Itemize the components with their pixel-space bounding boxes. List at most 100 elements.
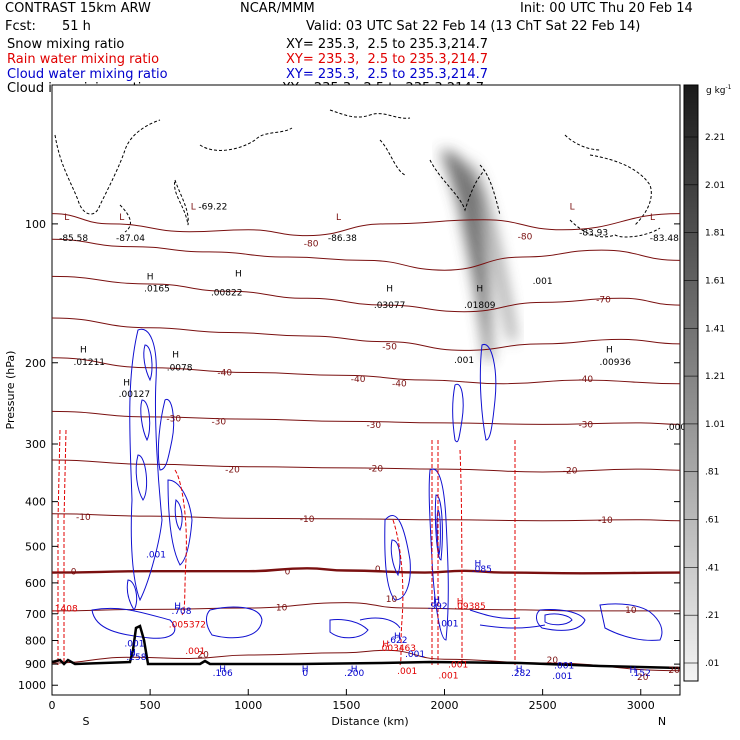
contour-label: .1408: [52, 605, 78, 615]
contour-label: .152: [631, 669, 651, 679]
colorbar-level: 2.21: [705, 133, 725, 143]
y-tick-label: 100: [25, 218, 46, 231]
contour-label: H: [351, 665, 358, 675]
contour-label: -40: [351, 375, 366, 385]
cloud-ice-contours: [54, 109, 661, 238]
contour-label: 20: [197, 650, 209, 660]
forecast-label: Fcst:: [5, 19, 36, 34]
snow-shading: [440, 150, 516, 360]
y-tick-label: 400: [25, 496, 46, 509]
contour-label: -80: [304, 240, 319, 250]
y-tick-label: 1000: [18, 679, 46, 692]
contour-label: .005372: [169, 621, 206, 631]
x-tick-label: 500: [140, 699, 161, 712]
x-tick-label: 1500: [332, 699, 360, 712]
colorbar-unit-base: g kg: [706, 86, 726, 96]
contour-label: 0: [285, 568, 291, 578]
contour-label: -86.38: [328, 234, 357, 244]
colorbar-level: .01: [705, 659, 719, 669]
contour-label: H: [382, 640, 389, 650]
x-tick-label: 0: [49, 699, 56, 712]
colorbar-level: 2.01: [705, 181, 725, 191]
contour-label: -80: [518, 232, 533, 242]
contour-label: .001: [448, 660, 468, 670]
legend-snow-name: Snow mixing ratio: [7, 37, 125, 52]
contour-label: H: [302, 665, 309, 675]
contour-label: 0: [375, 565, 381, 575]
contour-label: -20: [563, 467, 578, 477]
contour-labels: L-85.58L-87.04L -69.22L-86.38L-83.93L-83.…: [52, 202, 686, 683]
contour-label: .001: [554, 662, 574, 672]
temperature-contour: [52, 213, 680, 237]
contour-label: H: [606, 346, 613, 356]
x-tick-label: 2500: [529, 699, 557, 712]
colorbar-level: 1.21: [705, 372, 725, 382]
contour-label: .001: [438, 620, 458, 630]
contour-label: -83.48: [650, 234, 679, 244]
contour-label: -10: [598, 516, 613, 526]
contour-label: -50: [382, 342, 397, 352]
colorbar-level: .41: [705, 563, 719, 573]
contour-label: 10: [276, 603, 288, 613]
contour-label: .003463: [379, 644, 416, 654]
colorbar-level: 1.81: [705, 229, 725, 239]
contour-label: .001: [146, 550, 166, 560]
colorbar-unit-exp: -1: [726, 84, 732, 91]
temperature-contour: [52, 567, 680, 575]
contour-label: L: [650, 213, 655, 223]
colorbar-level: .81: [705, 468, 719, 478]
temperature-contour: [52, 357, 680, 385]
contour-label: -69.22: [198, 202, 227, 212]
contour-label: .09385: [454, 602, 486, 612]
contour-label: H: [476, 284, 483, 294]
contour-label: .0165: [144, 284, 170, 294]
temperature-contour: [52, 275, 680, 313]
y-tick-label: 800: [25, 635, 46, 648]
colorbar-unit: g kg-1: [706, 84, 732, 96]
contour-label: H: [516, 665, 523, 675]
contour-label: 20: [547, 656, 559, 666]
contour-label: L: [336, 213, 341, 223]
y-tick-label: 300: [25, 438, 46, 451]
x-tick-label: 2000: [431, 699, 459, 712]
contour-label: H: [235, 269, 242, 279]
contour-label: H: [219, 665, 226, 675]
contour-label: -20: [368, 464, 383, 474]
contour-label: H: [174, 602, 181, 612]
y-tick-label: 200: [25, 357, 46, 370]
temperature-contour: [52, 238, 680, 271]
contour-label: -85.58: [59, 234, 88, 244]
colorbar-level: 1.41: [705, 324, 725, 334]
colorbar-level: 1.01: [705, 420, 725, 430]
contour-label: -20: [225, 466, 240, 476]
temperature-contour: [52, 410, 680, 425]
contour-label: 10: [625, 606, 637, 616]
y-tick-label: 500: [25, 540, 46, 553]
contour-label: -30: [366, 421, 381, 431]
contour-label: .001: [405, 650, 425, 660]
contour-label: -87.04: [116, 234, 145, 244]
org-title: NCAR/MMM: [240, 1, 315, 16]
legend-cloudwater-name: Cloud water mixing ratio: [7, 67, 168, 82]
contour-label: 0: [302, 669, 308, 679]
contour-label: .001: [533, 277, 553, 287]
contour-label: H: [457, 597, 464, 607]
colorbar-level: .61: [705, 516, 719, 526]
contour-label: L: [119, 213, 124, 223]
model-title: CONTRAST 15km ARW: [5, 1, 151, 16]
contour-label: .001: [454, 356, 474, 366]
contour-label: .001: [438, 672, 458, 682]
contour-label: H: [630, 666, 637, 676]
contour-label: 0: [71, 568, 77, 578]
contour-label: .001: [397, 667, 417, 677]
contour-label: -30: [578, 420, 593, 430]
contour-label: H: [172, 351, 179, 361]
contour-label: .0078: [167, 364, 193, 374]
legend-snow-xy: XY= 235.3, 2.5 to 235.3,214.7: [286, 37, 489, 52]
contour-label: -40: [217, 368, 232, 378]
contour-label: 20: [637, 673, 649, 683]
plot-area: [51, 84, 681, 696]
contour-label: .085: [472, 565, 492, 575]
temperature-contour: [52, 317, 680, 351]
